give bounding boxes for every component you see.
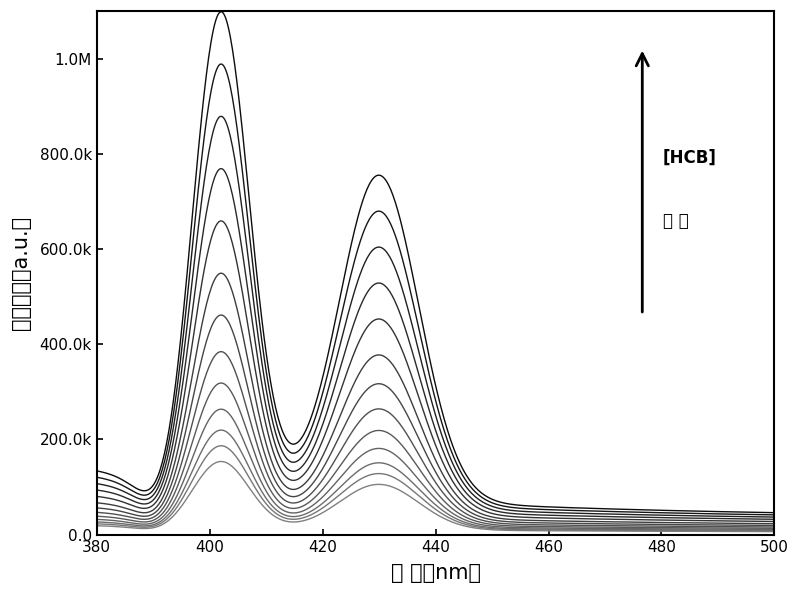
Y-axis label: 荧光强度（a.u.）: 荧光强度（a.u.）: [11, 216, 31, 330]
Text: 增 加: 增 加: [662, 211, 688, 229]
Text: [HCB]: [HCB]: [662, 148, 717, 167]
X-axis label: 波 长（nm）: 波 长（nm）: [390, 563, 481, 583]
